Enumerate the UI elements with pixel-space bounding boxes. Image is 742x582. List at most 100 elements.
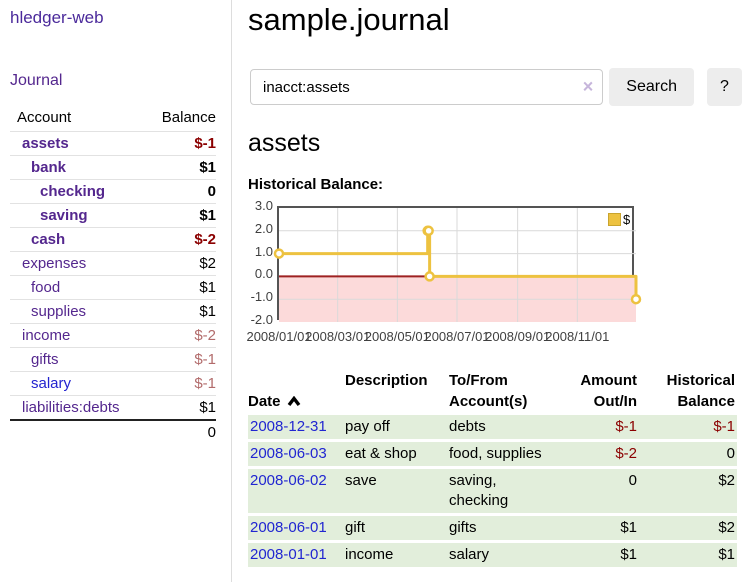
y-axis-label: 0.0 bbox=[254, 266, 273, 282]
x-axis-label: 2008/01/01 bbox=[246, 329, 312, 344]
cell-date: 2008-01-01 bbox=[248, 543, 345, 567]
y-axis-label: 2.0 bbox=[254, 220, 273, 236]
data-point-marker bbox=[630, 293, 642, 305]
account-balance: $-1 bbox=[194, 135, 216, 152]
cell-amount: $1 bbox=[571, 543, 643, 567]
account-balance: 0 bbox=[207, 183, 216, 200]
sidebar-account-row: checking 0 bbox=[10, 179, 216, 203]
y-axis-label: 1.0 bbox=[254, 243, 273, 259]
x-axis-label: 2008/11/01 bbox=[545, 329, 610, 344]
account-balance: $1 bbox=[199, 399, 216, 416]
cell-accounts: saving, checking bbox=[449, 469, 571, 513]
sort-ascending-icon bbox=[287, 395, 300, 407]
y-axis-label: -2.0 bbox=[250, 312, 273, 327]
cell-balance: $2 bbox=[643, 516, 737, 540]
clear-search-icon[interactable]: × bbox=[582, 76, 594, 97]
sidebar-account-row: saving $1 bbox=[10, 203, 216, 227]
sidebar-account-row: gifts $-1 bbox=[10, 347, 216, 371]
cell-accounts: salary bbox=[449, 543, 571, 567]
search-button[interactable]: Search bbox=[609, 68, 694, 106]
sidebar-account-cash[interactable]: cash bbox=[31, 231, 66, 248]
sidebar-item-journal[interactable]: Journal bbox=[10, 72, 63, 89]
sidebar-account-expenses[interactable]: expenses bbox=[22, 255, 87, 272]
transaction-date-link[interactable]: 2008-06-01 bbox=[250, 519, 327, 536]
account-balance: $1 bbox=[199, 303, 216, 320]
chart-legend: $ bbox=[608, 212, 630, 227]
register-header-row: Date Description To/From Account(s) Amou… bbox=[248, 370, 737, 412]
register-table: Date Description To/From Account(s) Amou… bbox=[248, 367, 737, 570]
column-header-description[interactable]: Description bbox=[345, 372, 428, 389]
cell-accounts: debts bbox=[449, 415, 571, 439]
cell-balance: $-1 bbox=[643, 415, 737, 439]
x-axis-label: 2008/09/01 bbox=[485, 329, 551, 344]
account-balance: $1 bbox=[199, 207, 216, 224]
register-row[interactable]: 2008-06-01 gift gifts $1 $2 bbox=[248, 516, 737, 540]
cell-date: 2008-06-02 bbox=[248, 469, 345, 513]
accounts-header: Account Balance bbox=[10, 107, 216, 131]
transaction-date-link[interactable]: 2008-12-31 bbox=[250, 418, 327, 435]
accounts-header-balance: Balance bbox=[161, 109, 216, 126]
sidebar-account-row: income $-2 bbox=[10, 323, 216, 347]
balance-chart: $ 2008/01/01 2008/03/01 2008/05/01 2008/07/… bbox=[246, 199, 688, 348]
cell-date: 2008-06-01 bbox=[248, 516, 345, 540]
x-axis-label: 2008/03/01 bbox=[305, 329, 371, 344]
sidebar-account-row: salary $-1 bbox=[10, 371, 216, 395]
account-balance: $-1 bbox=[194, 375, 216, 392]
cell-amount: $-1 bbox=[571, 415, 643, 439]
data-point-marker bbox=[273, 248, 285, 259]
sidebar-account-saving[interactable]: saving bbox=[40, 207, 88, 224]
search-input[interactable] bbox=[250, 69, 604, 105]
transaction-date-link[interactable]: 2008-06-03 bbox=[250, 445, 327, 462]
column-header-amount[interactable]: Amount Out/In bbox=[580, 372, 637, 410]
sidebar-account-bank[interactable]: bank bbox=[31, 159, 67, 176]
register-row[interactable]: 2008-06-03 eat & shop food, supplies $-2 0 bbox=[248, 442, 737, 466]
cell-date: 2008-12-31 bbox=[248, 415, 345, 439]
sidebar-account-supplies[interactable]: supplies bbox=[31, 303, 87, 320]
sidebar-account-row: bank $1 bbox=[10, 155, 216, 179]
cell-balance: 0 bbox=[643, 442, 737, 466]
main-content: sample.journal × Search ? assets Histori… bbox=[246, 0, 742, 570]
sidebar-account-food[interactable]: food bbox=[31, 279, 61, 296]
sidebar-account-assets[interactable]: assets bbox=[22, 135, 69, 152]
legend-swatch-icon bbox=[608, 213, 621, 226]
cell-accounts: food, supplies bbox=[449, 442, 571, 466]
help-button[interactable]: ? bbox=[706, 68, 742, 106]
register-row[interactable]: 2008-12-31 pay off debts $-1 $-1 bbox=[248, 415, 737, 439]
sidebar-account-salary[interactable]: salary bbox=[31, 375, 72, 392]
account-balance: $1 bbox=[199, 159, 216, 176]
chart-plot-area bbox=[273, 206, 642, 322]
account-balance: $-1 bbox=[194, 351, 216, 368]
cell-description: gift bbox=[345, 516, 449, 540]
cell-accounts: gifts bbox=[449, 516, 571, 540]
column-header-date[interactable]: Date bbox=[248, 370, 345, 412]
accounts-total-row: 0 bbox=[10, 419, 216, 444]
sidebar-account-income[interactable]: income bbox=[22, 327, 71, 344]
account-balance: $1 bbox=[199, 279, 216, 296]
transaction-date-link[interactable]: 2008-06-02 bbox=[250, 472, 327, 489]
cell-amount: 0 bbox=[571, 469, 643, 513]
register-row[interactable]: 2008-01-01 income salary $1 $1 bbox=[248, 543, 737, 567]
data-point-marker bbox=[424, 271, 435, 282]
legend-label: $ bbox=[623, 212, 631, 227]
column-header-balance[interactable]: Historical Balance bbox=[666, 372, 735, 410]
account-balance: $2 bbox=[199, 255, 216, 272]
sidebar-account-checking[interactable]: checking bbox=[40, 183, 106, 200]
chart-section-label: Historical Balance: bbox=[248, 176, 384, 193]
sidebar-account-row: assets $-1 bbox=[10, 131, 216, 155]
sidebar-account-row: supplies $1 bbox=[10, 299, 216, 323]
cell-description: income bbox=[345, 543, 449, 567]
column-header-accounts[interactable]: To/From Account(s) bbox=[449, 372, 528, 410]
cell-description: save bbox=[345, 469, 449, 513]
account-balance: $-2 bbox=[194, 231, 216, 248]
cell-description: pay off bbox=[345, 415, 449, 439]
sidebar: hledger-web Journal Account Balance asse… bbox=[0, 0, 232, 582]
register-row[interactable]: 2008-06-02 save saving, checking 0 $2 bbox=[248, 469, 737, 513]
sidebar-account-gifts[interactable]: gifts bbox=[31, 351, 59, 368]
transaction-date-link[interactable]: 2008-01-01 bbox=[250, 546, 327, 563]
sidebar-account-row: liabilities:debts $1 bbox=[10, 395, 216, 419]
sidebar-account-liabilities:debts[interactable]: liabilities:debts bbox=[22, 399, 120, 416]
app-title-link[interactable]: hledger-web bbox=[10, 8, 104, 27]
cell-amount: $1 bbox=[571, 516, 643, 540]
y-axis-label: -1.0 bbox=[250, 289, 273, 305]
cell-date: 2008-06-03 bbox=[248, 442, 345, 466]
